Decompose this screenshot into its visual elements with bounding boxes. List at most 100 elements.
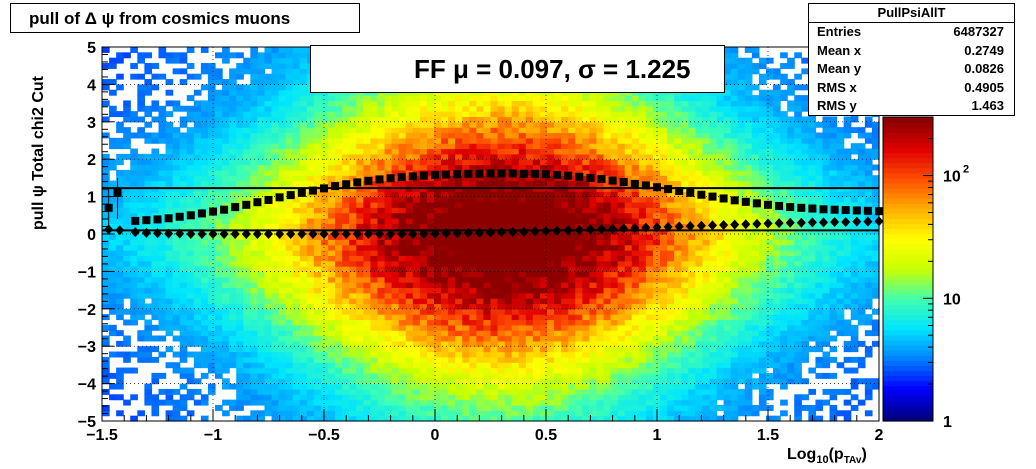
heatmap-cell [391,212,400,219]
heatmap-cell [426,148,435,155]
heatmap-cell [504,383,513,390]
heatmap-cell [193,127,202,134]
heatmap-cell [186,159,195,166]
heatmap-cell [462,276,470,283]
heatmap-cell [419,298,428,305]
heatmap-cell [624,324,633,331]
heatmap-cell [179,282,188,289]
heatmap-cell [582,250,590,256]
heatmap-cell [102,255,110,262]
heatmap-cell [462,100,470,107]
heatmap-cell [448,212,456,219]
heatmap-cell [278,137,287,144]
heatmap-cell [349,116,357,123]
heatmap-cell [433,415,442,422]
heatmap-cell [207,255,216,262]
heatmap-cell [561,212,569,219]
heatmap-cell [448,292,456,299]
heatmap-cell [306,180,315,187]
heatmap-cell [236,169,244,176]
heatmap-cell [165,239,174,246]
heatmap-cell [455,105,463,112]
heatmap-cell [603,372,612,379]
heatmap-cell [144,159,153,166]
heatmap-cell [292,383,301,390]
heatmap-cell [582,276,590,283]
heatmap-cell [285,121,294,128]
heatmap-cell [575,191,583,198]
heatmap-cell [497,260,506,267]
heatmap-cell [257,266,266,272]
heatmap-cell [405,148,414,155]
heatmap-cell [504,335,513,342]
heatmap-cell [370,292,379,299]
heatmap-cell [391,282,400,289]
heatmap-cell [109,276,117,283]
heatmap-cell [398,217,407,224]
heatmap-cell [426,308,435,315]
heatmap-cell [222,137,230,144]
heatmap-cell [617,351,626,358]
heatmap-cell [483,276,492,283]
heatmap-cell [257,351,266,358]
heatmap-cell [137,153,145,160]
heatmap-cell [320,287,329,294]
heatmap-cell [130,298,138,305]
heatmap-cell [349,319,357,326]
heatmap-cell [278,388,287,395]
heatmap-cell [405,282,414,289]
heatmap-cell [532,111,541,118]
heatmap-cell [575,143,583,150]
heatmap-cell [582,260,590,267]
heatmap-cell [525,287,534,294]
heatmap-cell [137,287,145,294]
heatmap-cell [342,394,350,401]
heatmap-cell [229,282,237,289]
heatmap-cell [405,362,414,369]
heatmap-cell [349,175,357,182]
heatmap-cell [518,191,527,198]
heatmap-cell [589,330,598,337]
heatmap-cell [419,153,428,160]
heatmap-cell [638,383,647,390]
heatmap-cell [419,260,428,267]
heatmap-cell [377,148,386,155]
heatmap-cell [349,127,357,134]
heatmap-cell [554,362,562,369]
heatmap-cell [582,324,590,331]
heatmap-cell [504,143,513,150]
heatmap-cell [490,244,499,251]
heatmap-cell [328,164,336,171]
heatmap-cell [448,191,456,198]
heatmap-cell [568,228,576,235]
heatmap-cell [624,223,633,230]
heatmap-cell [476,362,485,369]
heatmap-cell [504,404,513,411]
heatmap-cell [568,244,576,251]
heatmap-cell [215,228,223,235]
heatmap-cell [151,223,160,230]
heatmap-cell [193,228,202,235]
heatmap-cell [638,404,647,411]
heatmap-cell [398,250,407,256]
heatmap-cell [222,105,230,112]
heatmap-cell [363,399,372,406]
heatmap-cell [370,287,379,294]
heatmap-cell [165,410,174,417]
heatmap-cell [504,180,513,187]
heatmap-cell [575,100,583,107]
heatmap-cell [405,180,414,187]
heatmap-cell [391,164,400,171]
heatmap-cell [589,159,598,166]
heatmap-cell [561,153,569,160]
heatmap-cell [448,201,456,208]
heatmap-cell [547,372,555,379]
heatmap-cell [306,415,315,422]
heatmap-cell [243,319,251,326]
heatmap-cell [144,164,153,171]
heatmap-cell [455,153,463,160]
heatmap-cell [547,228,555,235]
heatmap-cell [589,212,598,219]
heatmap-cell [349,105,357,112]
heatmap-cell [518,282,527,289]
